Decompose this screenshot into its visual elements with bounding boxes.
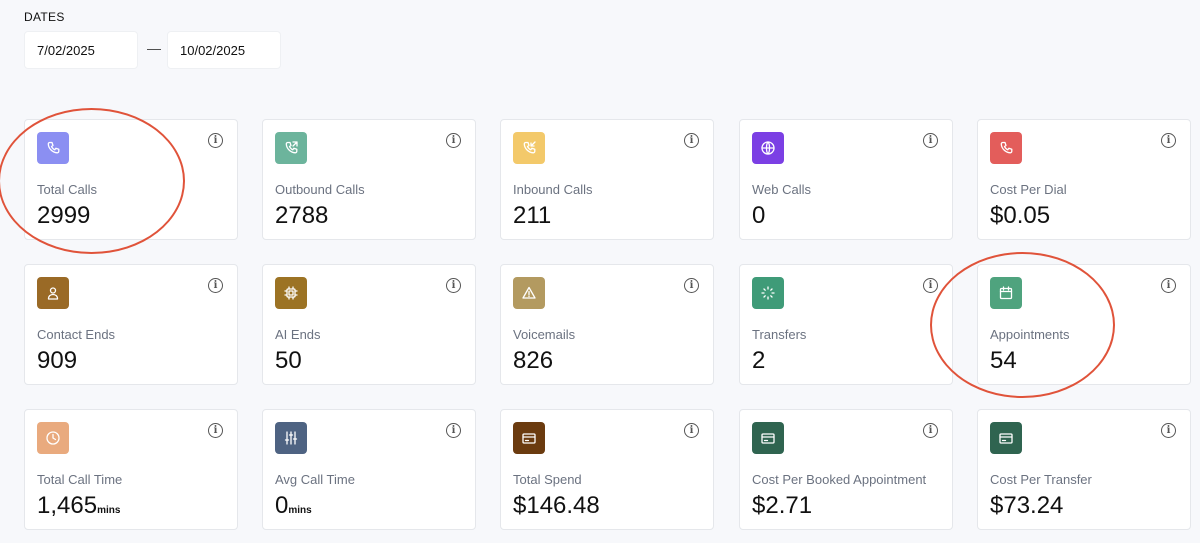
info-icon[interactable]: i bbox=[1161, 133, 1176, 148]
clock-icon bbox=[37, 422, 69, 454]
stat-number: $146.48 bbox=[513, 492, 600, 519]
credit-card-icon bbox=[990, 422, 1022, 454]
transfer-icon bbox=[752, 277, 784, 309]
dates-label: DATES bbox=[24, 10, 65, 24]
stat-label: Cost Per Transfer bbox=[990, 472, 1092, 487]
info-icon[interactable]: i bbox=[923, 278, 938, 293]
stat-number: 2788 bbox=[275, 202, 329, 229]
stat-label: Outbound Calls bbox=[275, 182, 365, 197]
stat-value: 1,465mins bbox=[37, 492, 120, 520]
stat-card-inbound-calls: i Inbound Calls 211 bbox=[500, 119, 714, 240]
stat-number: 909 bbox=[37, 347, 78, 374]
stat-label: Total Spend bbox=[513, 472, 582, 487]
info-icon[interactable]: i bbox=[684, 278, 699, 293]
stat-card-total-calls: i Total Calls 2999 bbox=[24, 119, 238, 240]
stat-label: Inbound Calls bbox=[513, 182, 593, 197]
stat-value: 211 bbox=[513, 202, 551, 230]
stat-value: 50 bbox=[275, 347, 302, 375]
stat-number: 2999 bbox=[37, 202, 91, 229]
stat-label: Cost Per Dial bbox=[990, 182, 1067, 197]
info-icon[interactable]: i bbox=[446, 133, 461, 148]
stat-card-cost-per-dial: i Cost Per Dial $0.05 bbox=[977, 119, 1191, 240]
phone-icon bbox=[37, 132, 69, 164]
credit-card-icon bbox=[513, 422, 545, 454]
stat-value: $0.05 bbox=[990, 202, 1050, 230]
globe-icon bbox=[752, 132, 784, 164]
sliders-icon bbox=[275, 422, 307, 454]
stat-unit: mins bbox=[288, 505, 312, 516]
stat-number: 54 bbox=[990, 347, 1017, 374]
stat-card-total-spend: i Total Spend $146.48 bbox=[500, 409, 714, 530]
info-icon[interactable]: i bbox=[208, 133, 223, 148]
stat-number: 50 bbox=[275, 347, 302, 374]
info-icon[interactable]: i bbox=[923, 133, 938, 148]
warning-icon bbox=[513, 277, 545, 309]
info-icon[interactable]: i bbox=[1161, 423, 1176, 438]
stat-label: AI Ends bbox=[275, 327, 321, 342]
stat-number: $73.24 bbox=[990, 492, 1064, 519]
stat-number: 0 bbox=[752, 202, 766, 229]
phone-outgoing-icon bbox=[275, 132, 307, 164]
stat-card-cost-per-transfer: i Cost Per Transfer $73.24 bbox=[977, 409, 1191, 530]
cpu-icon bbox=[275, 277, 307, 309]
stat-card-contact-ends: i Contact Ends 909 bbox=[24, 264, 238, 385]
stat-value: 909 bbox=[37, 347, 77, 375]
stat-number: 826 bbox=[513, 347, 554, 374]
stat-label: Web Calls bbox=[752, 182, 812, 197]
stat-value: 2788 bbox=[275, 202, 328, 230]
stat-label: Total Call Time bbox=[37, 472, 123, 487]
user-icon bbox=[37, 277, 69, 309]
credit-card-icon bbox=[752, 422, 784, 454]
stat-value: 0mins bbox=[275, 492, 312, 520]
stat-card-avg-call-time: i Avg Call Time 0mins bbox=[262, 409, 476, 530]
stat-number: 211 bbox=[513, 202, 552, 229]
stat-card-appointments: i Appointments 54 bbox=[977, 264, 1191, 385]
info-icon[interactable]: i bbox=[923, 423, 938, 438]
stat-label: Cost Per Booked Appointment bbox=[752, 472, 927, 487]
stat-value: $146.48 bbox=[513, 492, 600, 520]
info-icon[interactable]: i bbox=[446, 278, 461, 293]
stat-number: 2 bbox=[752, 347, 766, 374]
phone-incoming-icon bbox=[513, 132, 545, 164]
stat-number: $2.71 bbox=[752, 492, 813, 519]
stat-value: 826 bbox=[513, 347, 553, 375]
stat-unit: mins bbox=[97, 505, 121, 516]
info-icon[interactable]: i bbox=[684, 133, 699, 148]
end-date-input[interactable] bbox=[167, 31, 281, 69]
stat-value: 54 bbox=[990, 347, 1017, 375]
info-icon[interactable]: i bbox=[1161, 278, 1176, 293]
stat-card-outbound-calls: i Outbound Calls 2788 bbox=[262, 119, 476, 240]
phone-icon bbox=[990, 132, 1022, 164]
stat-label: Voicemails bbox=[513, 327, 576, 342]
stat-value: $73.24 bbox=[990, 492, 1063, 520]
stat-card-ai-ends: i AI Ends 50 bbox=[262, 264, 476, 385]
stat-label: Total Calls bbox=[37, 182, 97, 197]
stat-card-web-calls: i Web Calls 0 bbox=[739, 119, 953, 240]
date-range-separator: — bbox=[147, 40, 161, 56]
stat-value: 2 bbox=[752, 347, 765, 375]
stat-value: 0 bbox=[752, 202, 765, 230]
stat-card-total-call-time: i Total Call Time 1,465mins bbox=[24, 409, 238, 530]
stat-value: $2.71 bbox=[752, 492, 812, 520]
stat-card-transfers: i Transfers 2 bbox=[739, 264, 953, 385]
stat-label: Avg Call Time bbox=[275, 472, 355, 487]
calendar-icon bbox=[990, 277, 1022, 309]
stat-label: Transfers bbox=[752, 327, 807, 342]
stat-label: Contact Ends bbox=[37, 327, 116, 342]
stat-card-voicemails: i Voicemails 826 bbox=[500, 264, 714, 385]
stat-card-cost-per-booked-appointment: i Cost Per Booked Appointment $2.71 bbox=[739, 409, 953, 530]
start-date-input[interactable] bbox=[24, 31, 138, 69]
stat-label: Appointments bbox=[990, 327, 1070, 342]
info-icon[interactable]: i bbox=[208, 423, 223, 438]
stat-number: 0 bbox=[275, 492, 289, 519]
info-icon[interactable]: i bbox=[208, 278, 223, 293]
info-icon[interactable]: i bbox=[446, 423, 461, 438]
stat-number: 1,465 bbox=[37, 492, 98, 519]
stat-value: 2999 bbox=[37, 202, 90, 230]
stat-number: $0.05 bbox=[990, 202, 1051, 229]
info-icon[interactable]: i bbox=[684, 423, 699, 438]
